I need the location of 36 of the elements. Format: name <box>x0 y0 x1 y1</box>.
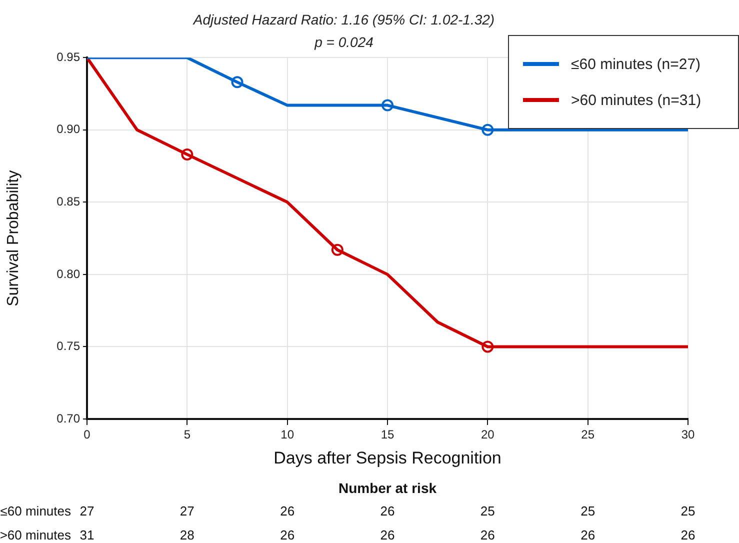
x-tick-label: 25 <box>581 428 595 442</box>
legend-label: ≤60 minutes (n=27) <box>571 56 701 72</box>
x-tick-label: 15 <box>380 428 394 442</box>
text: Number at risk <box>338 480 437 496</box>
x-axis-title: Days after Sepsis Recognition <box>274 448 502 468</box>
x-tick-label: 0 <box>84 428 91 442</box>
y-tick-label: 0.90 <box>56 122 80 136</box>
chart-subtitle: p = 0.024 <box>314 34 374 50</box>
chart-title: Adjusted Hazard Ratio: 1.16 (95% CI: 1.02-1.32) <box>192 11 495 28</box>
text: 26 <box>480 528 495 543</box>
text: 27 <box>80 504 94 519</box>
y-axis-title: Survival Probability <box>5 170 22 306</box>
text: 25 <box>580 504 596 519</box>
text: >60 minutes <box>0 528 72 543</box>
text: ≤60 minutes <box>0 504 72 519</box>
text: 26 <box>380 504 395 519</box>
y-tick-label: 0.95 <box>56 50 80 64</box>
y-tick-label: 0.85 <box>56 194 80 208</box>
text: 25 <box>480 504 495 519</box>
x-tick-label: 5 <box>184 428 191 442</box>
y-tick-label: 0.70 <box>56 411 80 426</box>
y-tick-label: 0.80 <box>56 266 80 281</box>
x-tick-label: 10 <box>280 428 294 442</box>
text: 26 <box>680 528 696 543</box>
text: 25 <box>680 504 696 519</box>
x-tick-label: 30 <box>681 428 695 442</box>
x-tick-label: 20 <box>480 428 495 442</box>
y-tick-label: 0.75 <box>56 339 80 354</box>
text: 31 <box>80 528 94 543</box>
text: 26 <box>280 504 295 519</box>
text: 26 <box>580 528 596 543</box>
text: 26 <box>280 528 295 543</box>
text: 27 <box>180 504 194 519</box>
legend-label: >60 minutes (n=31) <box>571 92 702 108</box>
text: 28 <box>180 528 194 543</box>
text: 26 <box>380 528 395 543</box>
